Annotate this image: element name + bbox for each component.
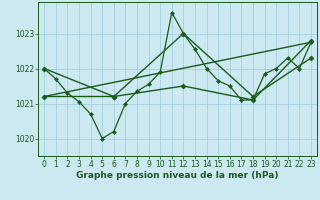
X-axis label: Graphe pression niveau de la mer (hPa): Graphe pression niveau de la mer (hPa) <box>76 171 279 180</box>
